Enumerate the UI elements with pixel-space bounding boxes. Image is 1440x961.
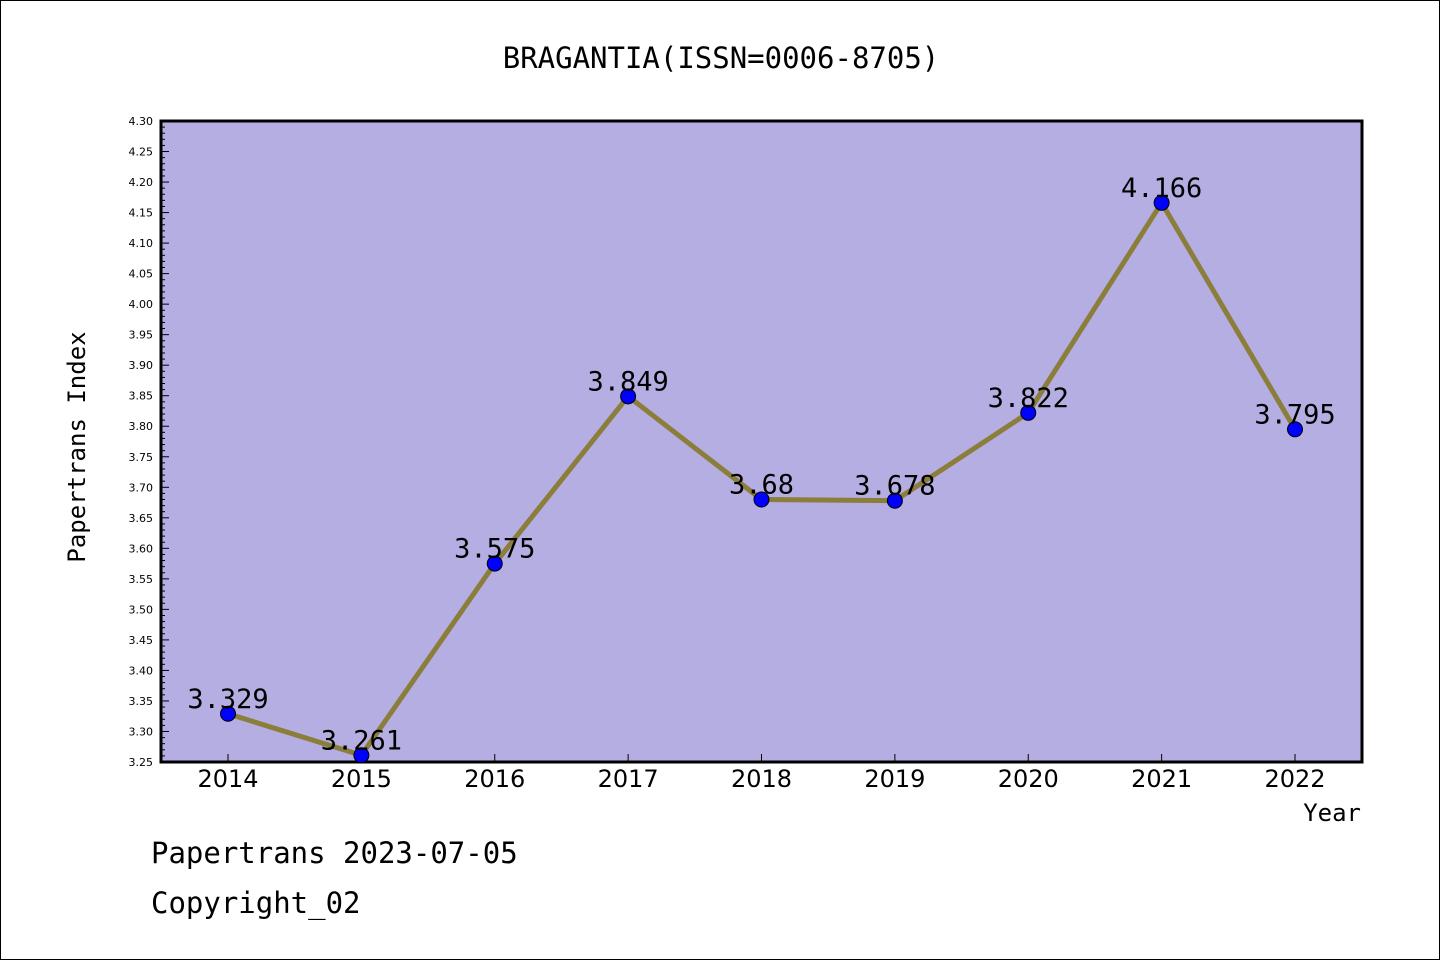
data-label: 3.795 [1254, 399, 1335, 430]
data-label: 3.849 [587, 366, 668, 397]
x-axis-label: Year [1303, 799, 1361, 827]
data-point [753, 491, 770, 508]
y-tick-label: 3.40 [129, 664, 154, 677]
y-tick-label: 3.80 [129, 420, 154, 433]
y-tick-label: 3.65 [129, 512, 154, 525]
data-label: 3.68 [729, 469, 794, 500]
y-tick-label: 3.55 [129, 573, 154, 586]
y-tick-label: 4.00 [129, 298, 154, 311]
data-label: 4.166 [1121, 173, 1202, 204]
y-tick-label: 3.70 [129, 481, 154, 494]
data-label: 3.261 [321, 725, 402, 756]
x-tick-label: 2022 [1264, 765, 1325, 793]
data-point [486, 555, 503, 572]
data-label: 3.329 [187, 684, 268, 715]
x-tick-label: 2020 [998, 765, 1059, 793]
data-point [620, 388, 637, 405]
y-tick-label: 4.15 [129, 207, 154, 220]
x-tick-label: 2021 [1131, 765, 1192, 793]
x-tick-label: 2018 [731, 765, 792, 793]
y-tick-label: 3.85 [129, 390, 154, 403]
x-tick-label: 2014 [197, 765, 258, 793]
x-tick-label: 2019 [864, 765, 925, 793]
y-tick-label: 3.60 [129, 542, 154, 555]
plot-area [159, 119, 1364, 764]
y-tick-label: 3.45 [129, 634, 154, 647]
y-tick-label: 4.25 [129, 146, 154, 159]
data-label: 3.822 [988, 383, 1069, 414]
series-group: 3.329 3.261 3.575 3.849 3.68 3.678 3.822 4.166 3… [187, 173, 1336, 764]
y-tick-label: 3.25 [129, 756, 154, 769]
footer-copyright: Copyright_02 [151, 886, 361, 920]
y-tick-label: 4.30 [129, 115, 154, 128]
y-tick-label: 3.90 [129, 359, 154, 372]
y-axis-label: Papertrans Index [63, 331, 91, 562]
x-tick-label: 2015 [331, 765, 392, 793]
footer-date: Papertrans 2023-07-05 [151, 836, 518, 870]
y-tick-label: 3.75 [129, 451, 154, 464]
chart-title: BRAGANTIA(ISSN=0006-8705) [503, 41, 940, 75]
x-axis: 2014 2015 2016 2017 2018 2019 2020 2021 2022 [197, 754, 1326, 793]
data-point [1153, 194, 1170, 211]
data-point [1287, 421, 1303, 438]
data-label: 3.678 [854, 471, 935, 502]
y-tick-label: 3.30 [129, 725, 154, 738]
y-axis: 3.25 3.30 3.35 3.40 3.45 3.50 3.55 3.60 3.65 3.70… [129, 115, 169, 769]
y-tick-label: 4.10 [129, 237, 154, 250]
data-point [1020, 404, 1037, 421]
y-tick-label: 4.20 [129, 176, 154, 189]
data-label: 3.575 [454, 534, 535, 565]
x-tick-label: 2017 [598, 765, 659, 793]
data-point [886, 492, 903, 509]
y-tick-label: 3.35 [129, 695, 154, 708]
data-point [220, 705, 236, 722]
y-tick-label: 3.50 [129, 603, 154, 616]
data-point [353, 747, 370, 764]
y-tick-label: 4.05 [129, 268, 154, 281]
y-tick-label: 3.95 [129, 329, 154, 342]
x-tick-label: 2016 [464, 765, 525, 793]
